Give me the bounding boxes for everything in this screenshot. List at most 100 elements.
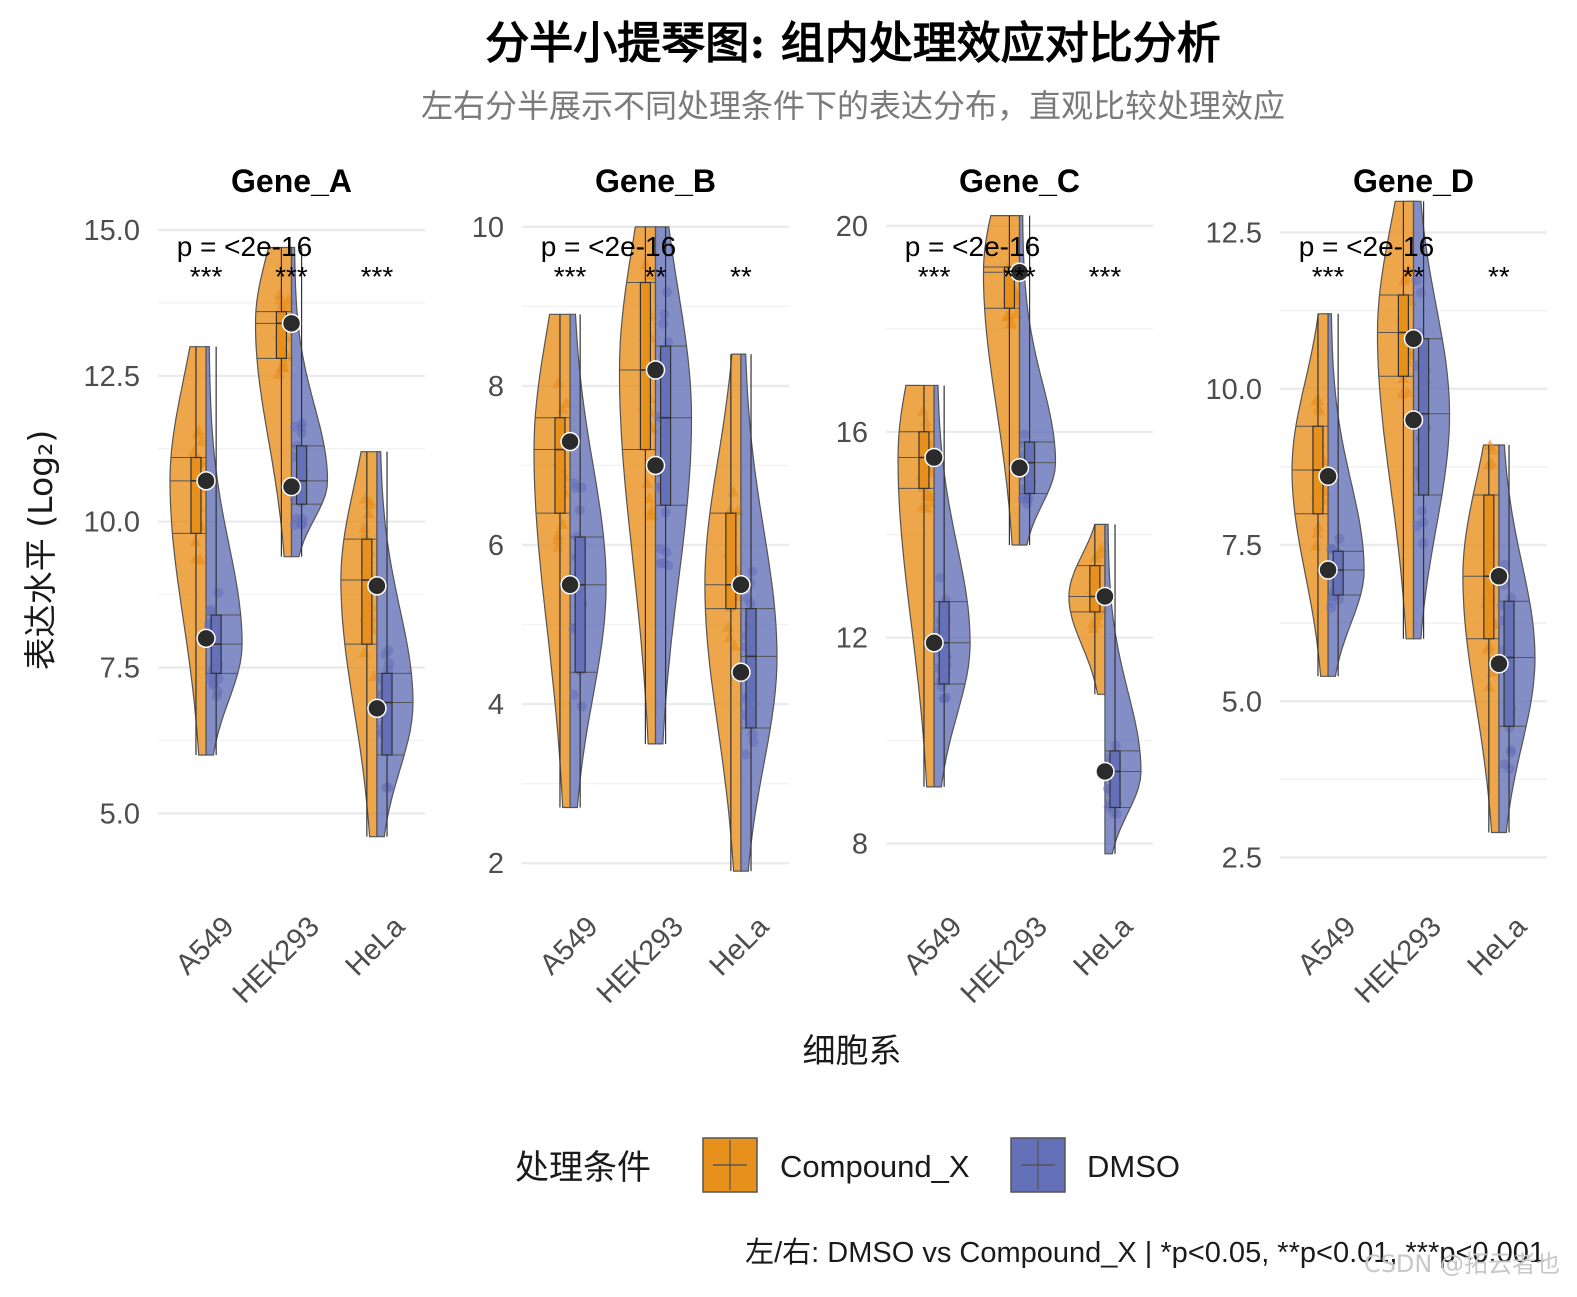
y-tick-label: 7.5 <box>1222 530 1262 562</box>
mean-point-dmso <box>560 575 580 595</box>
y-tick-label: 16 <box>836 417 868 449</box>
y-tick-label: 5.0 <box>100 798 140 830</box>
significance-stars: ** <box>730 261 752 292</box>
data-point-dmso <box>383 782 394 793</box>
data-point-dmso <box>740 749 751 760</box>
violin-half-dmso <box>1412 200 1451 640</box>
data-point-compound-x <box>1483 439 1496 450</box>
legend-item-compound-x: Compound_X <box>702 1137 970 1193</box>
data-point-dmso <box>940 692 951 703</box>
mean-point-dmso <box>1318 560 1338 580</box>
significance-stars: *** <box>554 261 587 292</box>
legend-label-dmso: DMSO <box>1087 1149 1180 1184</box>
violin-half-compound-x <box>254 246 293 558</box>
data-point-compound-x <box>551 540 564 552</box>
mean-point-compound-x <box>560 431 580 452</box>
data-point-dmso <box>655 543 666 554</box>
mean-point-dmso <box>645 455 666 476</box>
violin-half-compound-x <box>169 346 207 756</box>
data-point-compound-x <box>560 396 573 408</box>
data-point-dmso <box>1334 533 1345 544</box>
legend: 处理条件 Compound_X DMSO <box>515 1137 1180 1193</box>
x-tick-label: A549 <box>898 911 969 982</box>
facet-panels: 5.0 7.5 10.0 12.5 15.0 Gene_A *** A549 *** HEK293… <box>84 163 1547 1010</box>
mean-point-compound-x <box>731 575 751 595</box>
data-point-compound-x <box>1395 387 1408 399</box>
data-point-dmso <box>576 701 587 712</box>
x-tick-label: HEK293 <box>227 911 326 1010</box>
p-value-label: p = <2e-16 <box>905 231 1040 262</box>
group-a549: *** <box>897 261 971 788</box>
box-compound-x <box>554 417 566 514</box>
data-point-compound-x <box>1086 617 1099 629</box>
group-a549: *** <box>1291 261 1365 677</box>
data-point-dmso <box>297 513 308 524</box>
mean-point-compound-x <box>1318 466 1338 486</box>
data-point-compound-x <box>917 404 930 416</box>
data-point-dmso <box>1019 429 1030 440</box>
facet-strip-label: Gene_D <box>1353 163 1474 199</box>
violin-half-compound-x <box>533 313 571 809</box>
box-compound-x <box>725 512 737 610</box>
data-point-dmso <box>205 606 216 617</box>
data-point-compound-x <box>187 445 200 457</box>
data-point-compound-x <box>191 427 204 439</box>
x-tick-label: HEK293 <box>1349 911 1448 1010</box>
violin-half-dmso <box>1327 313 1365 677</box>
significance-stars: *** <box>1089 261 1122 292</box>
legend-title: 处理条件 <box>515 1148 651 1188</box>
data-point-dmso <box>661 287 672 298</box>
y-tick-label: 7.5 <box>100 653 140 685</box>
violin-half-dmso <box>376 451 414 838</box>
facet-strip-label: Gene_B <box>595 163 716 199</box>
significance-stars: *** <box>361 261 394 292</box>
mean-point-compound-x <box>645 360 666 380</box>
significance-stars: ** <box>1488 261 1510 292</box>
mean-point-dmso <box>924 633 944 653</box>
data-point-compound-x <box>644 509 657 521</box>
data-point-dmso <box>380 649 391 660</box>
box-compound-x <box>275 311 288 359</box>
chart-subtitle: 左右分半展示不同处理条件下的表达分布，直观比较处理效应 <box>421 87 1285 125</box>
data-point-dmso <box>747 729 758 740</box>
data-point-compound-x <box>358 646 371 658</box>
caption: 左/右: DMSO vs Compound_X | *p<0.05, **p<0… <box>745 1236 1545 1269</box>
significance-stars: *** <box>1312 261 1345 292</box>
data-point-compound-x <box>1089 549 1102 561</box>
facet-gene-b: 2 4 6 8 10 Gene_B *** A549 ** HEK293 ** HeLa p = <2e… <box>472 163 789 1010</box>
data-point-dmso <box>1326 602 1337 613</box>
significance-stars: ** <box>645 261 667 292</box>
y-tick-label: 10.0 <box>1206 374 1262 406</box>
significance-stars: *** <box>918 261 951 292</box>
mean-point-dmso <box>1489 654 1509 674</box>
data-point-dmso <box>935 572 946 583</box>
mean-point-compound-x <box>1095 586 1115 607</box>
significance-stars: *** <box>190 261 223 292</box>
data-point-compound-x <box>189 535 202 547</box>
x-tick-label: HEK293 <box>955 911 1054 1010</box>
data-point-compound-x <box>273 288 286 300</box>
group-a549: *** <box>169 261 243 756</box>
box-dmso <box>295 445 308 505</box>
mean-point-dmso <box>281 476 302 497</box>
y-tick-label: 15.0 <box>84 215 140 247</box>
mean-point-dmso <box>1403 410 1424 430</box>
y-tick-label: 12.5 <box>84 361 140 393</box>
data-point-dmso <box>658 318 669 329</box>
data-point-compound-x <box>194 553 207 565</box>
violin-half-dmso <box>933 384 971 788</box>
data-point-compound-x <box>728 639 741 651</box>
data-point-dmso <box>213 587 224 598</box>
x-tick-label: HEK293 <box>591 911 690 1010</box>
data-point-dmso <box>1417 506 1428 516</box>
violin-half-dmso <box>205 346 243 756</box>
facet-gene-d: 2.5 5.0 7.5 10.0 12.5 Gene_D *** A549 ** HEK293 **… <box>1206 163 1547 1010</box>
x-tick-label: HeLa <box>1462 910 1534 982</box>
facet-strip-label: Gene_C <box>959 163 1080 199</box>
y-tick-label: 12 <box>836 623 868 655</box>
facet-strip-label: Gene_A <box>231 163 352 199</box>
y-tick-label: 6 <box>488 530 504 562</box>
data-point-dmso <box>205 674 216 684</box>
group-hek293: *** <box>254 246 329 558</box>
mean-point-compound-x <box>1489 566 1509 586</box>
